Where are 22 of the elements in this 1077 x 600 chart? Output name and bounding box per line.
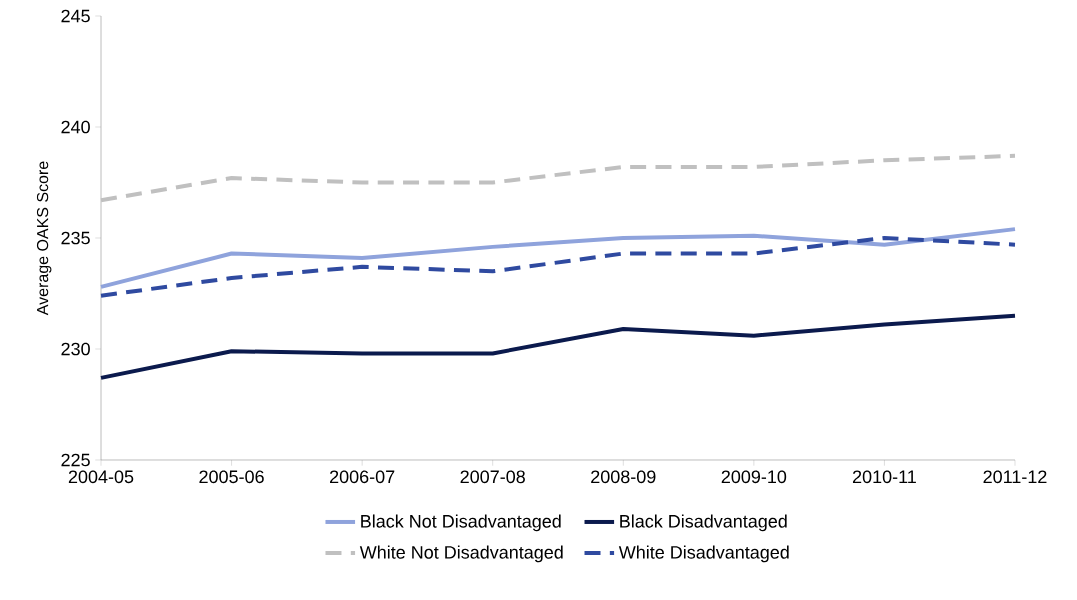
x-tick-label: 2004-05 bbox=[68, 470, 134, 484]
x-tick-label: 2009-10 bbox=[721, 470, 787, 484]
line-series bbox=[99, 227, 1018, 289]
legend-label: White Not Disadvantaged bbox=[359, 545, 563, 563]
line-series bbox=[99, 313, 1018, 380]
x-tick-label: 2008-09 bbox=[591, 470, 656, 484]
x-tick-label: 2006-07 bbox=[330, 470, 395, 484]
line-series bbox=[99, 153, 1018, 203]
x-tick-label: 2007-08 bbox=[460, 470, 525, 484]
y-axis-title: Average OAKS Score bbox=[36, 161, 52, 316]
y-tick-label: 245 bbox=[61, 9, 90, 23]
x-tick-label: 2010-11 bbox=[852, 470, 916, 484]
x-tick-label: 2005-06 bbox=[199, 470, 264, 484]
legend-label: White Disadvantaged bbox=[618, 545, 789, 563]
line-series bbox=[99, 236, 1018, 298]
legend-label: Black Disadvantaged bbox=[620, 514, 787, 532]
y-tick-label: 225 bbox=[61, 453, 90, 467]
legend-label: Black Not Disadvantaged bbox=[361, 514, 561, 532]
x-tick-label: 2011-12 bbox=[983, 470, 1047, 484]
y-tick-label: 240 bbox=[61, 120, 90, 134]
y-tick-label: 235 bbox=[61, 231, 90, 245]
y-tick-label: 230 bbox=[61, 342, 90, 356]
